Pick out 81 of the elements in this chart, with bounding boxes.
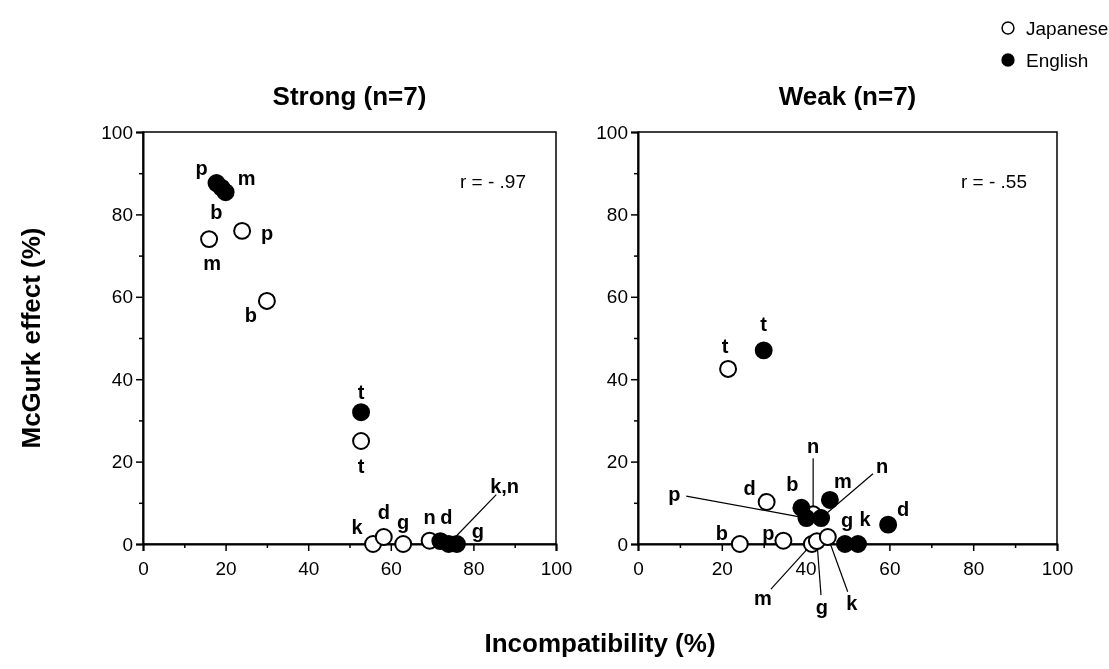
legend-label: Japanese — [1026, 17, 1109, 39]
annotation: p — [195, 157, 208, 180]
y-tick-label: 60 — [111, 286, 133, 308]
annotation: t — [760, 313, 768, 336]
annotation: k,n — [490, 475, 520, 497]
annotation: m — [753, 587, 772, 609]
x-tick-label: 80 — [463, 557, 485, 579]
point — [233, 221, 252, 240]
chart-title: Weak (n=7) — [778, 81, 917, 111]
x-tick-label: 20 — [711, 557, 733, 579]
annotation: b — [786, 472, 799, 495]
y-tick-label: 80 — [606, 203, 628, 225]
point — [820, 490, 839, 509]
annotation: n — [423, 505, 436, 528]
point — [812, 509, 831, 528]
annotation: m — [834, 469, 852, 492]
annotation: r = - .97 — [460, 171, 526, 192]
point — [719, 359, 738, 378]
point — [879, 515, 898, 534]
point — [730, 535, 749, 553]
x-tick-label: 80 — [963, 557, 985, 579]
chart-title: Strong (n=7) — [272, 81, 427, 111]
annotation: t — [721, 334, 729, 357]
point — [200, 230, 219, 249]
annotation: r = - .55 — [961, 171, 1027, 192]
annotation: t — [357, 381, 365, 404]
annotation: p — [261, 221, 274, 244]
annotation: g — [471, 520, 484, 542]
y-tick-label: 20 — [111, 451, 133, 473]
annotation: k — [846, 592, 859, 614]
x-tick-label: 100 — [1041, 557, 1074, 579]
annotation: k — [351, 516, 364, 538]
annotation: p — [762, 521, 775, 544]
x-tick-label: 60 — [380, 557, 402, 579]
x-tick-label: 100 — [540, 557, 573, 579]
annotation: m — [203, 252, 221, 275]
y-tick-label: 80 — [111, 203, 133, 225]
point — [352, 403, 371, 422]
x-tick-label: 0 — [633, 557, 644, 579]
x-axis-title: Incompatibility (%) — [484, 628, 716, 658]
annotation: n — [875, 455, 889, 478]
annotation: p — [668, 483, 681, 506]
annotation: g — [815, 596, 829, 619]
y-tick-label: 100 — [596, 121, 628, 143]
annotation: n — [807, 435, 820, 458]
x-tick-label: 40 — [795, 557, 817, 579]
point — [757, 493, 776, 511]
legend-label: English — [1026, 49, 1089, 71]
annotation: b — [715, 522, 728, 544]
y-tick-label: 40 — [111, 368, 133, 390]
point — [352, 432, 371, 450]
annotation: d — [440, 506, 453, 529]
point — [754, 341, 773, 360]
y-tick-label: 60 — [606, 286, 628, 308]
y-tick-label: 40 — [606, 368, 628, 390]
annotation: g — [840, 509, 854, 531]
point — [394, 535, 413, 553]
annotation: k — [859, 508, 872, 530]
annotation: d — [743, 476, 756, 499]
annotation: g — [397, 511, 410, 533]
y-tick-label: 20 — [606, 451, 628, 473]
point — [212, 178, 231, 197]
annotation: b — [244, 303, 258, 326]
y-tick-label: 0 — [617, 533, 628, 555]
y-axis-title: McGurk effect (%) — [16, 227, 46, 449]
x-tick-label: 60 — [879, 557, 901, 579]
point — [818, 528, 837, 546]
annotation: t — [357, 455, 365, 477]
x-tick-label: 20 — [215, 557, 237, 579]
y-tick-label: 100 — [101, 121, 133, 143]
annotation: d — [377, 501, 390, 523]
x-tick-label: 0 — [138, 557, 149, 579]
x-tick-label: 40 — [298, 557, 320, 579]
y-tick-label: 0 — [122, 533, 133, 555]
point — [774, 531, 793, 550]
point — [849, 535, 867, 553]
point — [257, 291, 276, 310]
annotation: d — [897, 497, 910, 520]
annotation: b — [210, 200, 223, 223]
annotation: m — [237, 167, 256, 190]
point — [374, 528, 393, 546]
